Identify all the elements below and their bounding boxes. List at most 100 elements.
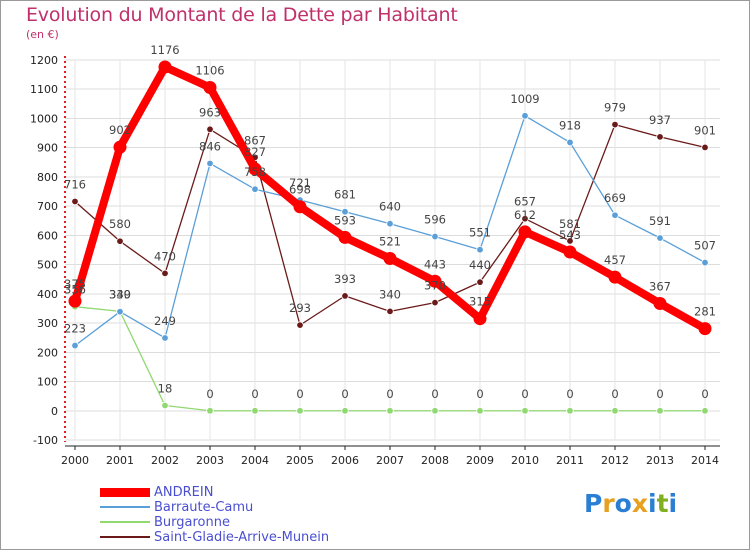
data-label-andrein: 457 — [604, 253, 626, 267]
data-label-barraute-camu: 339 — [109, 288, 131, 302]
point-barraute-camu — [251, 185, 259, 193]
x-tick-label: 2007 — [376, 454, 404, 467]
point-andrein — [338, 230, 352, 244]
data-label-saint-gladie-arrive-munein: 716 — [64, 177, 86, 191]
data-label-barraute-camu: 223 — [64, 322, 86, 336]
point-burgaronne — [431, 407, 439, 415]
point-saint-gladie-arrive-munein — [701, 143, 709, 152]
point-saint-gladie-arrive-munein — [206, 125, 214, 133]
data-label-burgaronne: 340 — [109, 287, 131, 301]
logo-letter: i — [668, 489, 678, 518]
point-burgaronne — [701, 407, 709, 415]
point-andrein — [383, 251, 397, 265]
point-barraute-camu — [386, 219, 394, 228]
point-burgaronne — [296, 407, 304, 415]
data-label-burgaronne: 356 — [64, 283, 86, 297]
data-label-barraute-camu: 249 — [154, 314, 176, 328]
data-label-barraute-camu: 1009 — [510, 92, 539, 106]
point-saint-gladie-arrive-munein — [476, 278, 484, 286]
data-label-andrein: 367 — [649, 279, 671, 293]
logo-letter: t — [656, 489, 669, 518]
data-label-saint-gladie-arrive-munein: 393 — [334, 272, 356, 286]
data-label-saint-gladie-arrive-munein: 963 — [199, 105, 221, 119]
logo-letter: P — [584, 489, 603, 518]
point-andrein — [518, 225, 532, 239]
x-tick-label: 2002 — [151, 454, 179, 467]
data-label-barraute-camu: 591 — [649, 214, 671, 228]
point-andrein — [203, 80, 217, 94]
point-burgaronne — [476, 407, 484, 415]
legend-label-barraute-camu: Barraute-Camu — [154, 500, 254, 515]
data-label-burgaronne: 0 — [611, 387, 618, 401]
point-andrein — [653, 296, 667, 310]
y-tick-label: -100 — [33, 434, 58, 447]
point-barraute-camu — [476, 246, 484, 254]
point-andrein — [158, 60, 172, 74]
data-label-andrein: 902 — [109, 123, 131, 137]
data-label-saint-gladie-arrive-munein: 901 — [694, 123, 716, 137]
x-tick-label: 2004 — [241, 454, 269, 467]
x-tick-label: 2014 — [691, 454, 719, 467]
axes: -100010020030040050060070080090010001100… — [30, 54, 720, 467]
data-label-burgaronne: 0 — [206, 387, 213, 401]
data-label-saint-gladie-arrive-munein: 440 — [469, 258, 491, 272]
point-andrein — [608, 270, 622, 284]
data-label-saint-gladie-arrive-munein: 937 — [649, 113, 671, 127]
point-saint-gladie-arrive-munein — [431, 298, 439, 307]
point-barraute-camu — [656, 234, 664, 242]
point-andrein — [698, 322, 712, 336]
data-label-barraute-camu: 669 — [604, 191, 626, 205]
y-tick-label: 100 — [37, 376, 58, 389]
point-saint-gladie-arrive-munein — [566, 237, 574, 245]
data-label-barraute-camu: 758 — [244, 165, 266, 179]
x-tick-label: 2006 — [331, 454, 359, 467]
point-burgaronne — [161, 401, 169, 410]
data-label-burgaronne: 0 — [566, 387, 573, 401]
legend-label-burgaronne: Burgaronne — [154, 515, 230, 530]
data-label-andrein: 281 — [694, 305, 716, 319]
logo-letter: x — [631, 489, 648, 518]
data-label-barraute-camu: 846 — [199, 139, 221, 153]
y-tick-label: 400 — [37, 288, 58, 301]
point-andrein — [473, 312, 487, 326]
data-label-andrein: 443 — [424, 257, 446, 271]
data-label-andrein: 1176 — [150, 43, 179, 57]
data-label-barraute-camu: 721 — [289, 176, 311, 190]
data-label-andrein: 1106 — [195, 63, 224, 77]
data-label-burgaronne: 0 — [296, 387, 303, 401]
legend-label-andrein: ANDREIN — [154, 485, 214, 500]
x-tick-label: 2013 — [646, 454, 674, 467]
data-label-burgaronne: 0 — [521, 387, 528, 401]
x-tick-label: 2008 — [421, 454, 449, 467]
point-burgaronne — [656, 407, 664, 415]
x-tick-label: 2001 — [106, 454, 134, 467]
data-label-barraute-camu: 640 — [379, 200, 401, 214]
y-tick-label: 600 — [37, 229, 58, 242]
data-label-burgaronne: 0 — [341, 387, 348, 401]
series — [68, 60, 712, 415]
point-barraute-camu — [431, 232, 439, 241]
data-label-burgaronne: 18 — [158, 382, 173, 396]
proxiti-logo: Proxiti — [584, 489, 677, 518]
y-tick-label: 900 — [37, 142, 58, 155]
x-tick-label: 2009 — [466, 454, 494, 467]
point-saint-gladie-arrive-munein — [656, 133, 664, 141]
point-burgaronne — [566, 407, 574, 415]
point-andrein — [293, 200, 307, 214]
data-label-andrein: 593 — [334, 213, 356, 227]
point-saint-gladie-arrive-munein — [521, 215, 529, 223]
legend-swatch-burgaronne — [100, 521, 150, 523]
data-label-andrein: 698 — [289, 183, 311, 197]
legend-swatch-saint-gladie — [100, 536, 150, 538]
x-tick-label: 2010 — [511, 454, 539, 467]
logo-letter: r — [602, 489, 615, 518]
data-label-barraute-camu: 551 — [469, 226, 491, 240]
y-tick-label: 300 — [37, 317, 58, 330]
chart-title: Evolution du Montant de la Dette par Hab… — [26, 4, 458, 26]
data-label-saint-gladie-arrive-munein: 340 — [379, 287, 401, 301]
data-label-saint-gladie-arrive-munein: 867 — [244, 133, 266, 147]
y-tick-label: 1200 — [30, 54, 58, 67]
y-tick-label: 0 — [51, 405, 58, 418]
point-saint-gladie-arrive-munein — [161, 269, 169, 278]
